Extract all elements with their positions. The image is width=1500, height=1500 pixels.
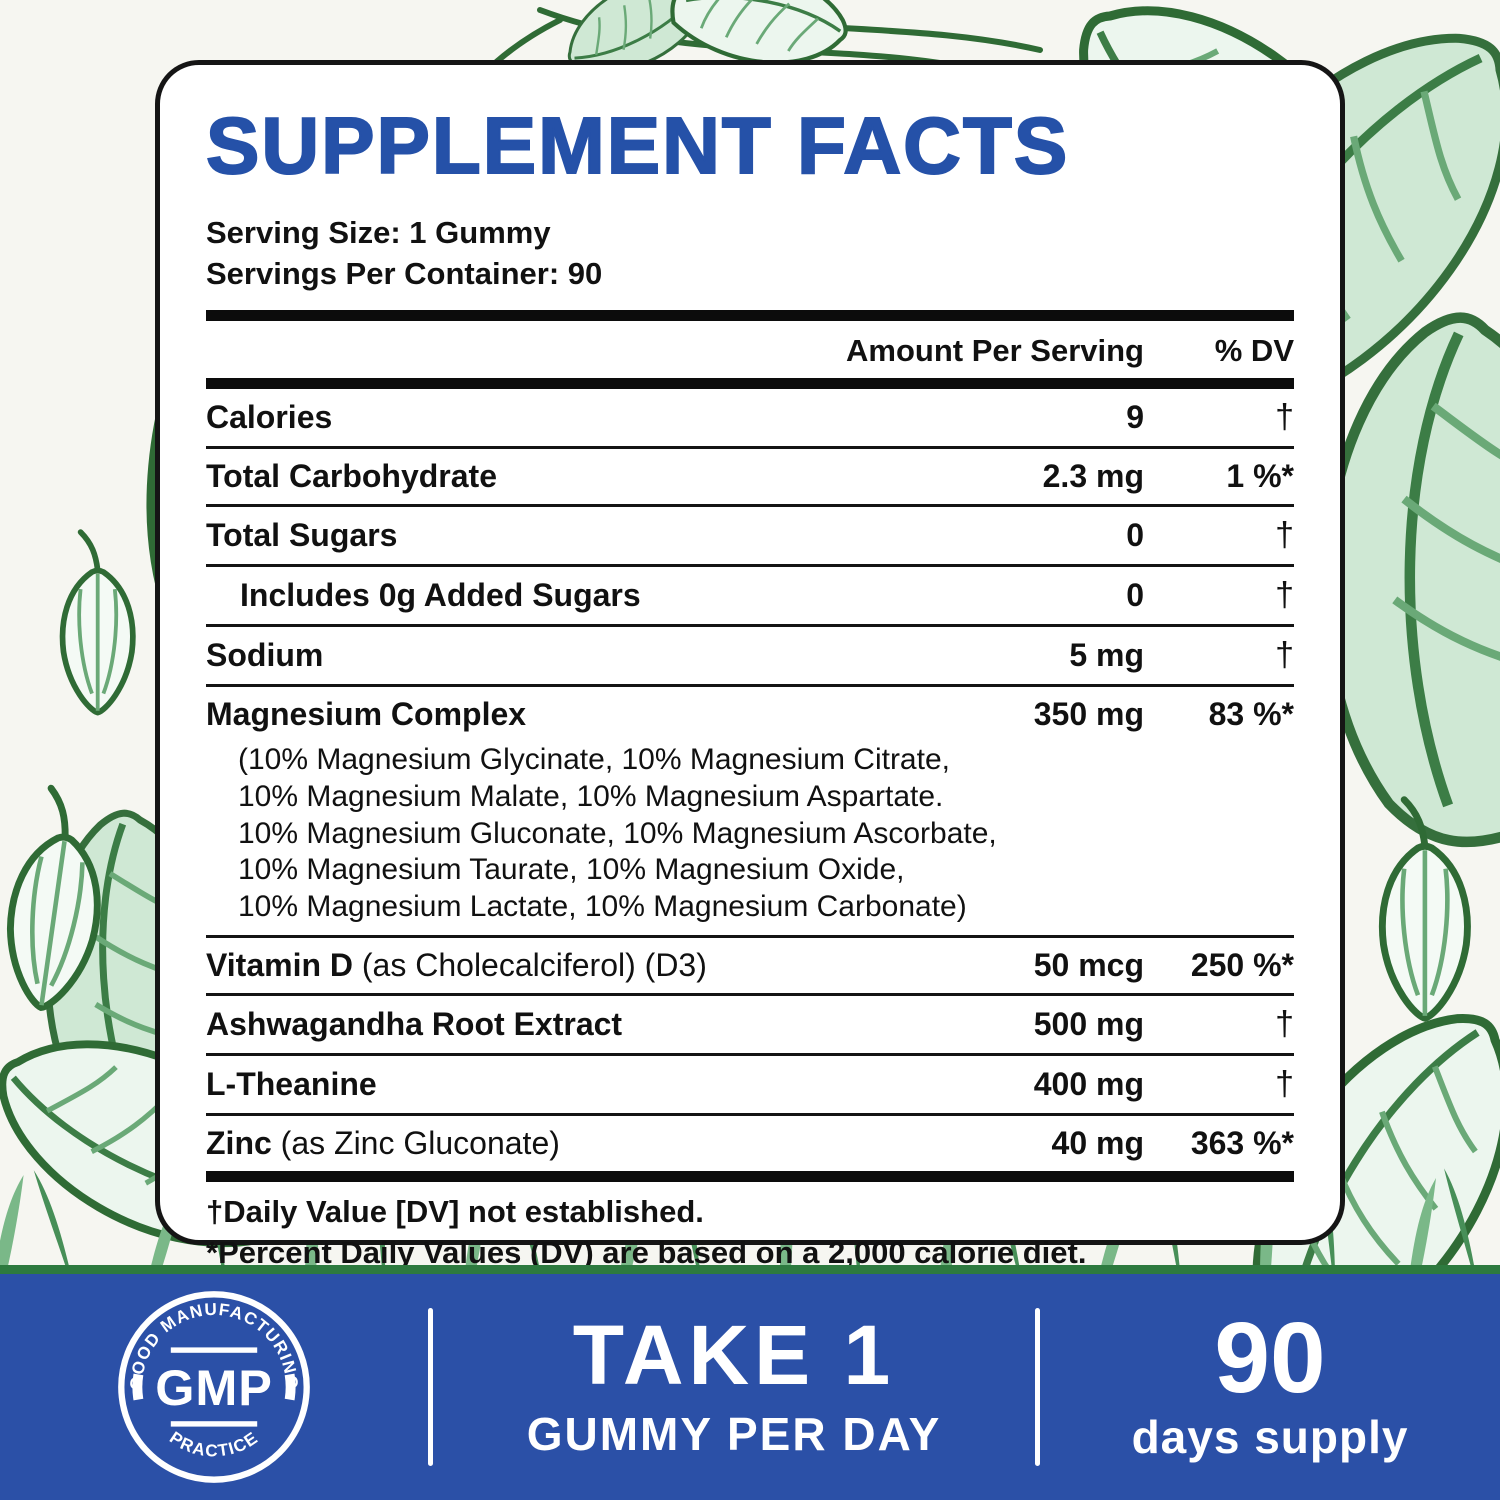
nutrient-name: Vitamin D — [206, 947, 353, 984]
row-label: Ashwagandha Root Extract — [206, 1006, 623, 1043]
row-dv: 83 %* — [1208, 696, 1294, 733]
row-dv: 363 %* — [1190, 1125, 1294, 1162]
composition-line: 10% Magnesium Gluconate, 10% Magnesium A… — [238, 816, 997, 850]
row-dv: † — [1275, 516, 1294, 555]
serving-size: Serving Size: 1 Gummy — [206, 214, 551, 250]
row-separator — [206, 993, 1294, 997]
badge-line-bottom — [170, 1421, 258, 1427]
table-row-ashwagandha: Ashwagandha Root Extract 500 mg † — [206, 996, 1294, 1053]
badge-line-top — [170, 1347, 258, 1353]
badge-left-arc — [132, 1373, 144, 1401]
nutrient-detail: (as Cholecalciferol) (D3) — [361, 947, 707, 984]
row-label: Total Carbohydrate — [206, 458, 497, 495]
row-amount: 0 — [1126, 517, 1144, 554]
magnesium-complex-composition: (10% Magnesium Glycinate, 10% Magnesium … — [206, 742, 1294, 935]
column-header-dv: % DV — [1214, 333, 1294, 369]
header-spacer — [206, 333, 844, 369]
row-label: Total Sugars — [206, 517, 398, 554]
table-row-l-theanine: L-Theanine 400 mg † — [206, 1056, 1294, 1113]
vertical-divider — [428, 1308, 433, 1466]
row-dv: † — [1275, 1005, 1294, 1044]
supplement-facts-panel: SUPPLEMENT FACTS Serving Size: 1 Gummy S… — [155, 60, 1345, 1441]
row-label: Magnesium Complex — [206, 696, 527, 733]
gmp-badge: GOOD MANUFACTURING PRACTICE GMP — [118, 1291, 310, 1483]
page-title: SUPPLEMENT FACTS — [205, 101, 1070, 190]
thick-divider — [206, 310, 1294, 322]
footnote-asterisk: *Percent Daily Values (DV) are based on … — [206, 1234, 1087, 1270]
nutrient-name: Zinc — [206, 1125, 272, 1162]
thick-divider — [206, 378, 1294, 390]
row-amount: 350 mg — [1033, 696, 1144, 733]
table-row-added-sugars: Includes 0g Added Sugars 0 † — [206, 567, 1294, 624]
supply-text: days supply — [1131, 1410, 1409, 1463]
row-amount: 50 mcg — [1033, 947, 1144, 984]
row-label: Zinc (as Zinc Gluconate) — [206, 1125, 844, 1162]
footnote-dagger: †Daily Value [DV] not established. — [206, 1194, 704, 1230]
badge-outer-ring — [118, 1291, 310, 1483]
row-amount: 5 mg — [1069, 637, 1144, 674]
row-dv: 1 %* — [1226, 458, 1294, 495]
row-label: Vitamin D (as Cholecalciferol) (D3) — [206, 947, 844, 984]
supply-segment: 90 days supply — [1040, 1301, 1500, 1464]
row-label: Calories — [206, 399, 333, 436]
table-row-total-sugars: Total Sugars 0 † — [206, 507, 1294, 564]
row-amount: 9 — [1126, 399, 1144, 436]
row-separator — [206, 564, 1294, 568]
vertical-divider — [1035, 1308, 1040, 1466]
row-amount: 500 mg — [1033, 1006, 1144, 1043]
row-dv: 250 %* — [1190, 947, 1294, 984]
row-amount: 400 mg — [1033, 1066, 1144, 1103]
table-header-row: Amount Per Serving % DV — [206, 321, 1294, 378]
table-row-magnesium-complex: Magnesium Complex 350 mg 83 %* — [206, 687, 1294, 742]
servings-per-container: Servings Per Container: 90 — [206, 255, 603, 291]
row-separator — [206, 1053, 1294, 1057]
table-row-vitamin-d: Vitamin D (as Cholecalciferol) (D3) 50 m… — [206, 938, 1294, 993]
table-row-zinc: Zinc (as Zinc Gluconate) 40 mg 363 %* — [206, 1116, 1294, 1171]
row-separator — [206, 504, 1294, 508]
composition-line: 10% Magnesium Lactate, 10% Magnesium Car… — [238, 889, 967, 923]
row-amount: 40 mg — [1051, 1125, 1144, 1162]
table-row-total-carbohydrate: Total Carbohydrate 2.3 mg 1 %* — [206, 449, 1294, 504]
dosage-subline: GUMMY PER DAY — [526, 1408, 942, 1460]
footnotes: †Daily Value [DV] not established. *Perc… — [206, 1182, 1294, 1285]
gmp-badge-segment: GOOD MANUFACTURING PRACTICE GMP — [0, 1288, 428, 1486]
row-label: Includes 0g Added Sugars — [240, 577, 641, 614]
row-separator — [206, 624, 1294, 628]
column-header-amount: Amount Per Serving — [846, 333, 1144, 369]
dosage-segment: TAKE 1 GUMMY PER DAY — [433, 1313, 1035, 1461]
row-separator — [206, 684, 1294, 688]
svg-text:PRACTICE: PRACTICE — [166, 1428, 262, 1461]
supply-number: 90 — [1214, 1301, 1326, 1414]
composition-line: 10% Magnesium Malate, 10% Magnesium Aspa… — [238, 780, 944, 813]
bottom-info-bar: GOOD MANUFACTURING PRACTICE GMP TAKE 1 G… — [0, 1265, 1500, 1500]
row-amount: 2.3 mg — [1042, 458, 1144, 495]
row-amount: 0 — [1126, 577, 1144, 614]
row-separator — [206, 1113, 1294, 1117]
nutrient-detail: (as Zinc Gluconate) — [280, 1125, 560, 1162]
row-separator — [206, 935, 1294, 939]
badge-right-arc — [284, 1373, 296, 1401]
badge-arc-bottom-text: PRACTICE — [166, 1428, 260, 1461]
row-dv: † — [1275, 398, 1294, 437]
badge-center-text: GMP — [155, 1359, 272, 1416]
row-separator — [206, 446, 1294, 450]
table-row-sodium: Sodium 5 mg † — [206, 627, 1294, 684]
serving-info: Serving Size: 1 Gummy Servings Per Conta… — [206, 213, 1294, 295]
row-label: Sodium — [206, 637, 324, 674]
thick-divider — [206, 1171, 1294, 1183]
row-label: L-Theanine — [206, 1066, 377, 1103]
row-dv: † — [1275, 576, 1294, 615]
row-dv: † — [1275, 636, 1294, 675]
row-dv: † — [1275, 1065, 1294, 1104]
composition-line: (10% Magnesium Glycinate, 10% Magnesium … — [238, 743, 950, 777]
composition-line: 10% Magnesium Taurate, 10% Magnesium Oxi… — [238, 853, 905, 887]
table-row-calories: Calories 9 † — [206, 389, 1294, 446]
dosage-headline: TAKE 1 — [572, 1308, 896, 1402]
